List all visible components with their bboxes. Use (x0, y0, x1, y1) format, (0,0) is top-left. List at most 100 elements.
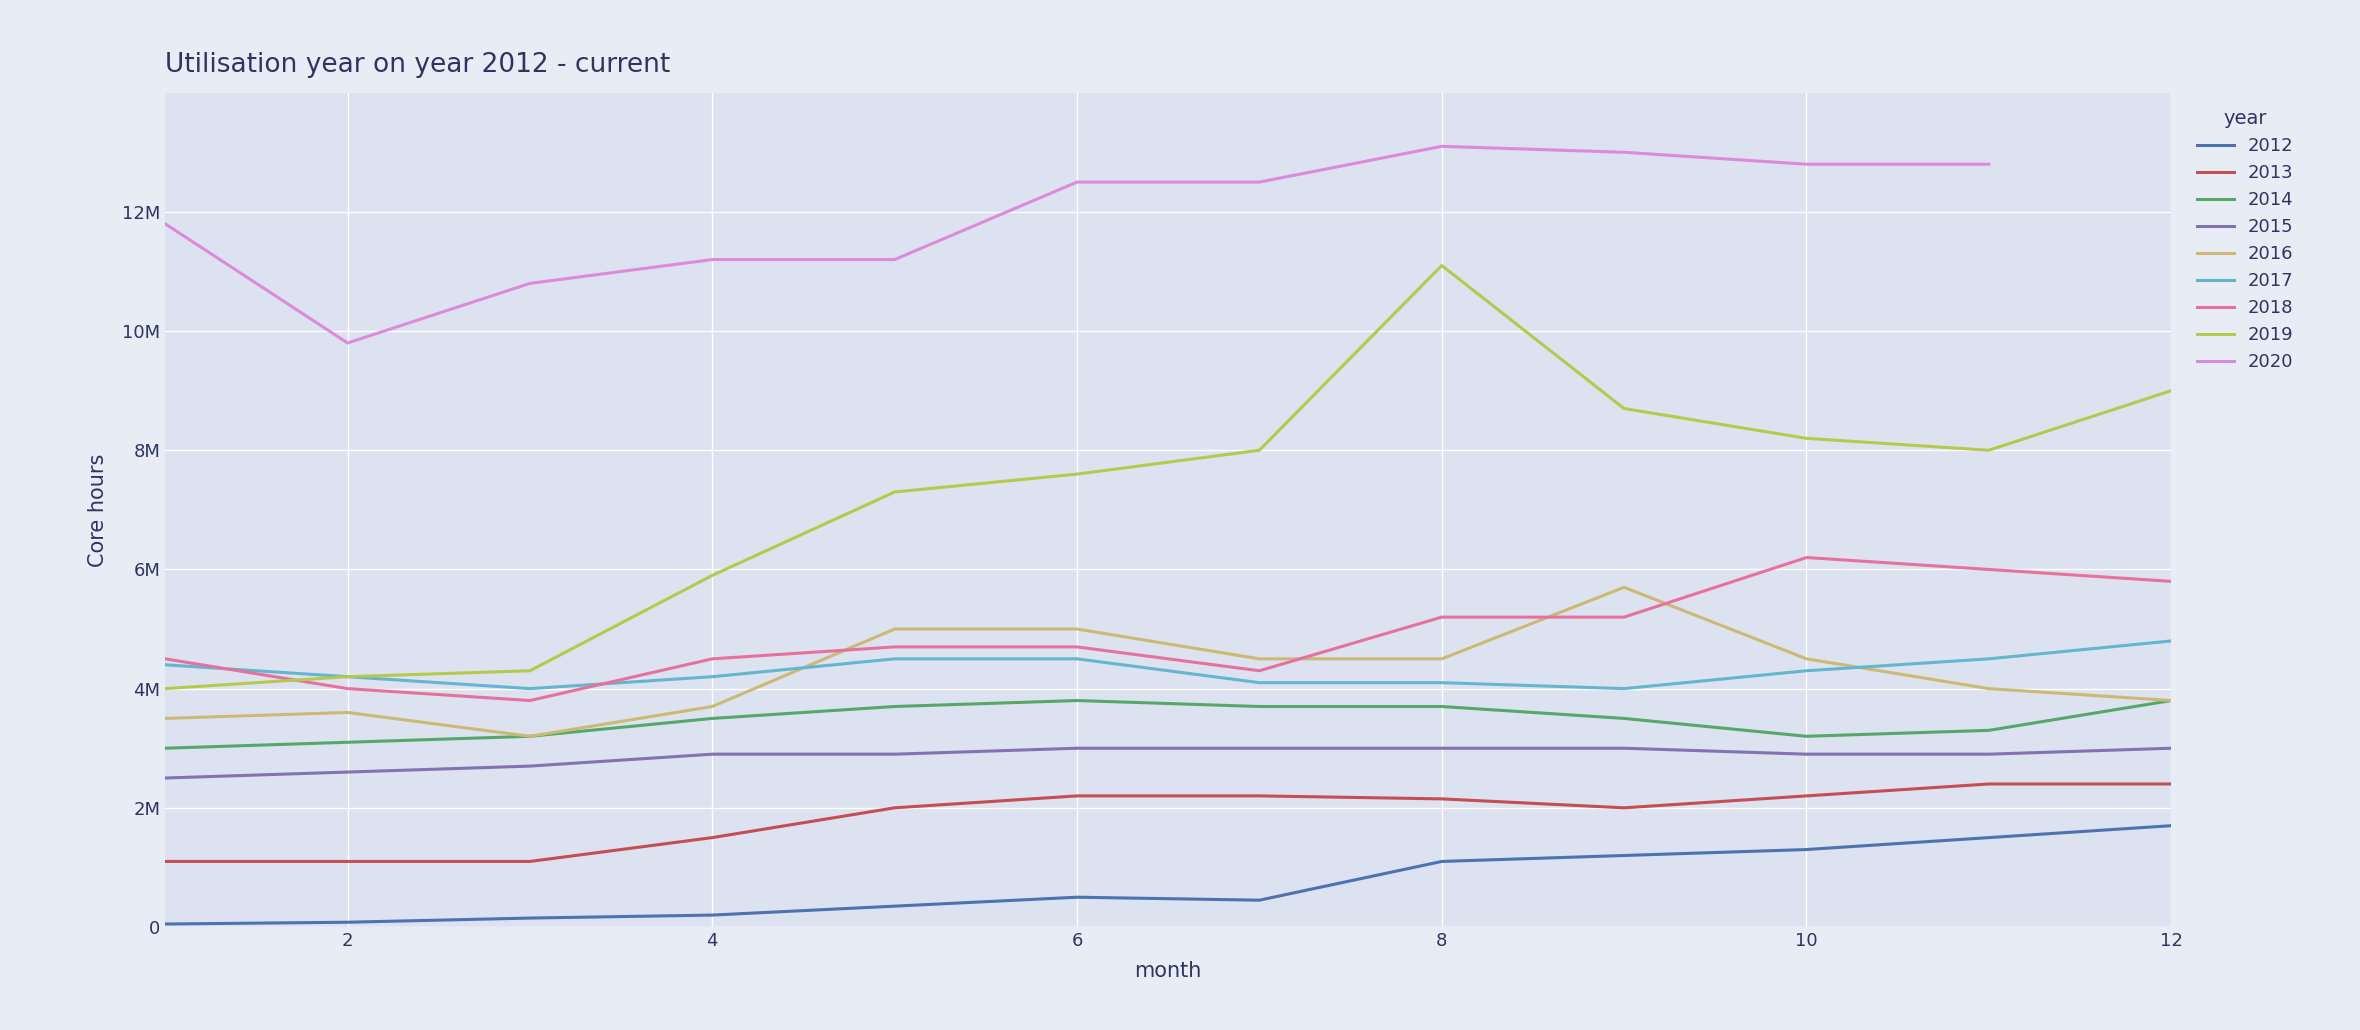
2019 (1246, 444, 1274, 456)
Legend: 2012, 2013, 2014, 2015, 2016, 2017, 2018, 2019, 2020: 2012, 2013, 2014, 2015, 2016, 2017, 2018… (2190, 102, 2301, 378)
2015 (1610, 742, 1638, 754)
2012 (699, 908, 727, 921)
2012 (1791, 844, 1820, 856)
2018 (517, 694, 545, 707)
2013 (151, 855, 179, 867)
2016 (151, 713, 179, 725)
2014 (517, 730, 545, 743)
2014 (699, 713, 727, 725)
2018 (880, 641, 909, 653)
2015 (517, 760, 545, 772)
2020 (1246, 176, 1274, 188)
2015 (151, 771, 179, 784)
2016 (1975, 683, 2004, 695)
Line: 2015: 2015 (165, 748, 2171, 778)
2019 (880, 486, 909, 499)
2019 (1610, 403, 1638, 415)
2017 (880, 653, 909, 665)
2012 (1062, 891, 1090, 903)
2012 (151, 918, 179, 930)
2012 (2157, 820, 2185, 832)
Line: 2014: 2014 (165, 700, 2171, 748)
2019 (333, 671, 361, 683)
2015 (1975, 748, 2004, 760)
Line: 2018: 2018 (165, 557, 2171, 700)
2018 (2157, 575, 2185, 587)
2014 (1246, 700, 1274, 713)
2015 (1062, 742, 1090, 754)
2012 (1246, 894, 1274, 906)
2020 (699, 253, 727, 266)
2016 (517, 730, 545, 743)
2017 (333, 671, 361, 683)
2013 (2157, 778, 2185, 790)
2013 (699, 831, 727, 844)
Y-axis label: Core hours: Core hours (87, 453, 109, 566)
2019 (1428, 260, 1456, 272)
2016 (1610, 581, 1638, 593)
2013 (1246, 790, 1274, 802)
2020 (151, 217, 179, 230)
2019 (2157, 384, 2185, 397)
2016 (333, 707, 361, 719)
2014 (1062, 694, 1090, 707)
2015 (333, 766, 361, 779)
2020 (880, 253, 909, 266)
2017 (1975, 653, 2004, 665)
Text: Utilisation year on year 2012 - current: Utilisation year on year 2012 - current (165, 52, 670, 78)
2013 (1791, 790, 1820, 802)
2020 (517, 277, 545, 289)
2017 (1062, 653, 1090, 665)
2013 (1428, 793, 1456, 805)
2015 (1791, 748, 1820, 760)
2020 (333, 337, 361, 349)
2017 (2157, 634, 2185, 647)
2017 (1610, 683, 1638, 695)
2016 (1428, 653, 1456, 665)
2018 (1975, 563, 2004, 576)
2018 (151, 653, 179, 665)
2017 (517, 683, 545, 695)
2016 (699, 700, 727, 713)
2020 (1428, 140, 1456, 152)
X-axis label: month: month (1135, 961, 1201, 981)
2018 (699, 653, 727, 665)
2019 (699, 570, 727, 582)
Line: 2013: 2013 (165, 784, 2171, 861)
2018 (333, 683, 361, 695)
2017 (151, 658, 179, 671)
2016 (880, 623, 909, 636)
2017 (1791, 664, 1820, 677)
2014 (151, 742, 179, 754)
2015 (880, 748, 909, 760)
2014 (2157, 694, 2185, 707)
2013 (880, 801, 909, 814)
Line: 2019: 2019 (165, 266, 2171, 689)
2012 (333, 916, 361, 928)
2019 (517, 664, 545, 677)
2015 (1246, 742, 1274, 754)
2013 (1610, 801, 1638, 814)
2018 (1428, 611, 1456, 623)
2014 (1428, 700, 1456, 713)
2015 (699, 748, 727, 760)
2019 (1975, 444, 2004, 456)
2018 (1791, 551, 1820, 563)
2017 (1246, 677, 1274, 689)
2014 (880, 700, 909, 713)
2015 (2157, 742, 2185, 754)
2020 (1062, 176, 1090, 188)
2016 (2157, 694, 2185, 707)
2014 (1610, 713, 1638, 725)
Line: 2020: 2020 (165, 146, 1989, 343)
2020 (1975, 158, 2004, 170)
2014 (1791, 730, 1820, 743)
2020 (1610, 146, 1638, 159)
2013 (1975, 778, 2004, 790)
2015 (1428, 742, 1456, 754)
2016 (1062, 623, 1090, 636)
2019 (1791, 433, 1820, 445)
2013 (517, 855, 545, 867)
2020 (1791, 158, 1820, 170)
2019 (151, 683, 179, 695)
